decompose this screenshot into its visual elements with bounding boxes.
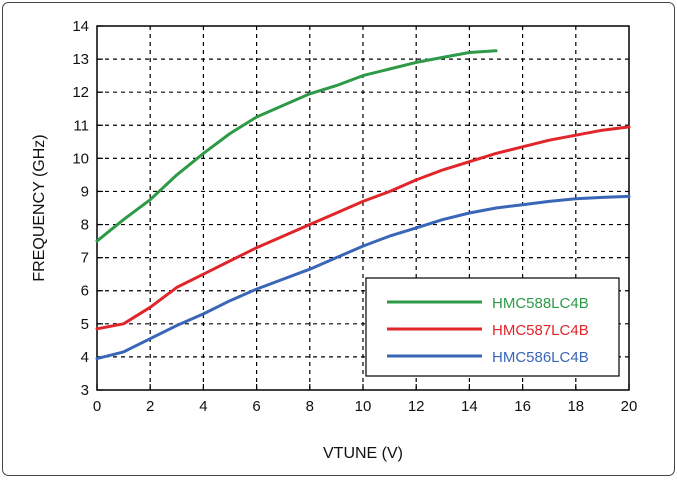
x-tick-label: 20 [621,398,638,415]
legend-label: HMC588LC4B [492,295,589,312]
x-tick-label: 8 [306,398,314,415]
y-tick-label: 13 [72,51,89,68]
x-tick-label: 6 [252,398,260,415]
y-tick-label: 5 [81,316,89,333]
y-tick-label: 6 [81,283,89,300]
legend-label: HMC587LC4B [492,322,589,339]
ticks: 0 2 4 6 8 10 12 14 16 18 20 3 4 5 6 7 8 9 10 11 12 13 14 [72,18,637,415]
series-line-hmc586lc4b [95,194,631,361]
y-tick-label: 8 [81,217,89,234]
x-tick-label: 18 [567,398,584,415]
legend-box [365,277,620,377]
x-tick-label: 2 [146,398,154,415]
series-line-hmc588lc4b [95,49,498,243]
y-tick-label: 9 [81,183,89,200]
x-tick-label: 0 [93,398,101,415]
y-tick-label: 11 [73,117,89,134]
x-tick-label: 12 [408,398,425,415]
grid [97,26,629,390]
y-tick-label: 14 [72,18,89,35]
legend: HMC588LC4B HMC587LC4B HMC586LC4B [365,277,620,377]
series-line-hmc587lc4b [95,125,631,331]
y-tick-label: 12 [72,84,89,101]
x-axis-label: VTUNE (V) [323,445,403,462]
y-axis-label: FREQUENCY (GHz) [31,134,48,281]
y-tick-label: 10 [72,150,89,167]
x-tick-label: 10 [355,398,372,415]
legend-label: HMC586LC4B [492,349,589,366]
y-tick-label: 3 [81,382,89,399]
x-tick-label: 14 [461,398,478,415]
y-tick-label: 7 [81,250,89,267]
y-tick-label: 4 [81,349,89,366]
x-tick-label: 16 [514,398,531,415]
series-lines [95,49,631,361]
x-tick-label: 4 [199,398,207,415]
